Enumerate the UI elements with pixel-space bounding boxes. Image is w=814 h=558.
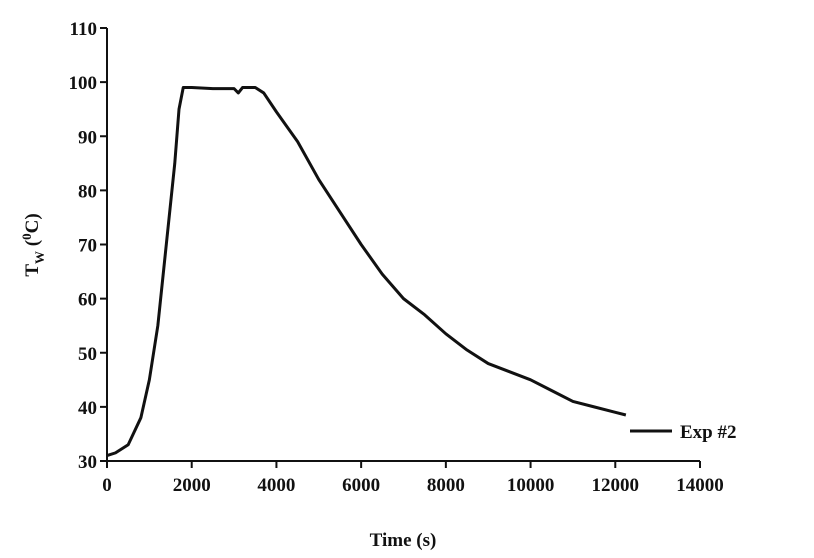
x-axis-label: Time (s)	[370, 530, 437, 551]
legend-label: Exp #2	[680, 422, 737, 443]
data-line	[106, 86, 627, 458]
y-tick-label: 60	[78, 290, 97, 311]
x-tick-label: 0	[102, 475, 112, 496]
y-tick-label: 50	[78, 344, 97, 365]
x-tick-label: 10000	[507, 475, 555, 496]
y-label-part: W	[32, 251, 47, 264]
x-tick-label: 8000	[427, 475, 465, 496]
y-axis-label: TW (0C)	[19, 213, 47, 276]
y-tick-label: 30	[78, 452, 97, 473]
x-tick-label: 4000	[257, 475, 295, 496]
y-label-part: C)	[22, 213, 43, 233]
x-tick-label: 2000	[173, 475, 211, 496]
y-label-part: (	[22, 240, 43, 251]
y-label-part: T	[22, 264, 43, 277]
y-tick-label: 80	[78, 181, 97, 202]
x-tick-label: 14000	[676, 475, 724, 496]
y-tick-label: 100	[69, 73, 98, 94]
x-tick-label: 6000	[342, 475, 380, 496]
y-label-part: 0	[19, 233, 34, 240]
x-tick-label: 12000	[592, 475, 640, 496]
y-tick-label: 70	[78, 236, 97, 257]
y-tick-label: 90	[78, 127, 97, 148]
y-tick-label: 110	[70, 19, 97, 40]
y-tick-label: 40	[78, 398, 97, 419]
